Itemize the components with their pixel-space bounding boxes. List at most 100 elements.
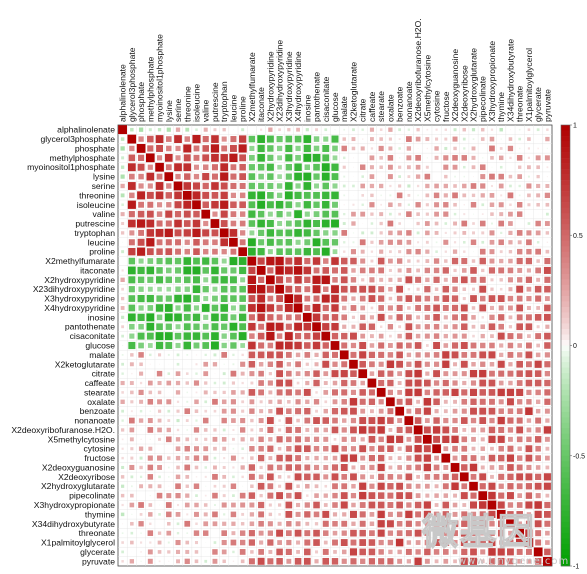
heatmap-cell [424, 389, 431, 396]
heatmap-cell [370, 231, 374, 235]
heatmap-cell [331, 389, 339, 396]
heatmap-cell [276, 370, 284, 378]
heatmap-cell [158, 475, 161, 479]
heatmap-cell [526, 248, 532, 255]
heatmap-cell [183, 257, 192, 265]
heatmap-cell [415, 333, 421, 339]
heatmap-cell [257, 154, 265, 162]
heatmap-cell [398, 165, 402, 169]
heatmap-cell [322, 510, 330, 518]
heatmap-cell [360, 211, 366, 217]
heatmap-cell [323, 455, 328, 461]
heatmap-cell [423, 463, 431, 472]
heatmap-cell [276, 529, 284, 537]
heatmap-cell [121, 391, 124, 394]
heatmap-cell [471, 128, 476, 132]
heatmap-cell [249, 154, 255, 161]
heatmap-cell [378, 436, 384, 443]
heatmap-cell [543, 473, 551, 481]
heatmap-cell [230, 285, 237, 293]
row-label: proline [89, 247, 115, 257]
heatmap-cell [506, 388, 515, 397]
heatmap-cell [472, 231, 475, 235]
heatmap-cell [285, 379, 293, 387]
heatmap-cell [379, 277, 384, 282]
heatmap-cell [377, 257, 385, 265]
heatmap-cell [257, 313, 265, 322]
heatmap-cell [340, 257, 348, 265]
heatmap-cell [156, 323, 163, 331]
heatmap-cell [277, 155, 283, 161]
heatmap-cell [516, 464, 523, 471]
heatmap-cell [158, 560, 161, 563]
heatmap-cell [148, 446, 153, 451]
heatmap-cell [323, 474, 329, 480]
heatmap-cell [130, 521, 134, 526]
heatmap-cell [452, 408, 458, 414]
heatmap-cell [396, 426, 403, 433]
heatmap-cell [481, 316, 484, 319]
heatmap-cell [166, 127, 171, 132]
heatmap-cell [470, 183, 477, 189]
heatmap-cell [498, 155, 504, 161]
heatmap-cell [451, 482, 459, 490]
color-legend-swatch [561, 362, 570, 368]
heatmap-cell [332, 399, 338, 405]
heatmap-cell [406, 436, 412, 442]
heatmap-cell [500, 138, 502, 140]
heatmap-cell [323, 381, 328, 386]
heatmap-cell [322, 417, 330, 424]
heatmap-cell [525, 492, 533, 499]
heatmap-cell [212, 521, 218, 527]
heatmap-cell [352, 157, 354, 159]
heatmap-cell [527, 156, 530, 159]
heatmap-cell [331, 426, 339, 434]
heatmap-cell [367, 378, 377, 388]
heatmap-cell [359, 491, 367, 500]
heatmap-cell [378, 295, 385, 302]
heatmap-cell [331, 210, 339, 218]
heatmap-cell [471, 146, 476, 151]
row-label: X2ketoglutarate [55, 359, 115, 369]
heatmap-cell [265, 275, 275, 285]
heatmap-cell [128, 211, 135, 218]
heatmap-cell [498, 183, 504, 189]
heatmap-cell [323, 136, 329, 142]
heatmap-cell [145, 153, 155, 163]
heatmap-cell [499, 343, 504, 348]
heatmap-cell [175, 512, 181, 517]
heatmap-cell [175, 539, 181, 546]
heatmap-cell [443, 333, 448, 339]
heatmap-cell [295, 389, 301, 396]
heatmap-cell [210, 144, 220, 153]
heatmap-cell [516, 202, 523, 208]
heatmap-cell [387, 492, 394, 499]
heatmap-cell [463, 241, 466, 244]
heatmap-cell [322, 182, 330, 190]
heatmap-cell [488, 558, 496, 565]
heatmap-cell [121, 438, 124, 441]
heatmap-cell [525, 370, 533, 378]
heatmap-cell [535, 408, 541, 414]
heatmap-cell [424, 267, 431, 274]
color-legend-swatch [561, 560, 570, 567]
heatmap-cell [184, 248, 190, 255]
heatmap-cell [453, 493, 458, 498]
heatmap-cell [323, 258, 329, 264]
heatmap-cell [480, 333, 485, 339]
heatmap-cell [497, 529, 505, 537]
heatmap-cell [507, 464, 514, 471]
heatmap-cell [470, 407, 477, 415]
heatmap-cell [452, 380, 458, 386]
heatmap-cell [275, 200, 284, 209]
heatmap-cell [303, 388, 311, 396]
heatmap-cell [388, 230, 393, 236]
heatmap-cell [276, 183, 283, 189]
heatmap-cell [268, 399, 273, 404]
heatmap-cell [193, 210, 200, 218]
heatmap-cell [424, 418, 430, 423]
row-label: glycerol3phosphate [40, 134, 115, 144]
heatmap-cell [343, 241, 346, 244]
heatmap-cell [267, 380, 273, 386]
heatmap-cell [155, 135, 164, 144]
